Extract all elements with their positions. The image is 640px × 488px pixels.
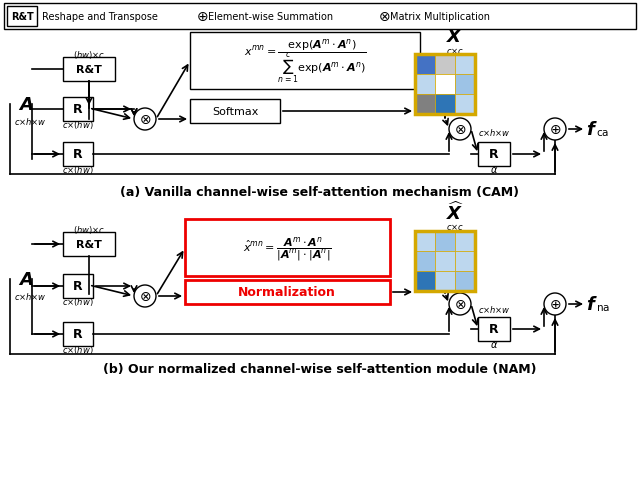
Text: $\otimes$: $\otimes$ [139,289,151,304]
Text: R: R [489,148,499,161]
Text: $\widehat{\boldsymbol{X}}$: $\widehat{\boldsymbol{X}}$ [446,202,464,224]
Bar [435,55,455,75]
Text: $\otimes$: $\otimes$ [378,10,390,24]
Bar [455,271,475,291]
Bar [455,231,475,251]
Bar [455,55,475,75]
Bar [190,33,420,90]
Bar [455,75,475,95]
Text: $\oplus$: $\oplus$ [549,123,561,137]
Bar [415,75,435,95]
Text: $\boldsymbol{f}$: $\boldsymbol{f}$ [586,295,598,313]
Bar [415,231,475,291]
Text: $\alpha$: $\alpha$ [490,164,498,175]
Text: $c{\times}(hw)$: $c{\times}(hw)$ [62,295,94,307]
Text: $\mathregular{na}$: $\mathregular{na}$ [596,303,610,312]
Bar [435,231,455,251]
Bar [478,142,510,167]
Text: $c{\times}(hw)$: $c{\times}(hw)$ [62,119,94,131]
Bar [415,55,435,75]
Text: R: R [73,280,83,293]
Text: $\hat{x}^{mn} = \dfrac{\boldsymbol{A}^{m} \cdot \boldsymbol{A}^{n}}{|\boldsymbol: $\hat{x}^{mn} = \dfrac{\boldsymbol{A}^{m… [243,235,332,263]
Bar [63,142,93,167]
Bar [415,251,435,271]
Text: R: R [73,328,83,341]
Text: Softmax: Softmax [212,107,258,117]
Bar [435,251,455,271]
Text: $c{\times}h{\times}w$: $c{\times}h{\times}w$ [477,304,511,315]
Text: Reshape and Transpose: Reshape and Transpose [42,12,158,22]
Text: Element-wise Summation: Element-wise Summation [208,12,333,22]
Bar [63,274,93,298]
Bar [435,95,455,115]
Bar [415,55,475,115]
Text: $\boldsymbol{A}$: $\boldsymbol{A}$ [18,96,34,114]
Text: $\alpha$: $\alpha$ [490,339,498,349]
Text: R&T: R&T [76,65,102,75]
Text: R&T: R&T [11,12,33,22]
Text: $\boldsymbol{X}$: $\boldsymbol{X}$ [446,28,464,46]
Bar [4,4,636,30]
Bar [478,317,510,341]
Text: $c{\times}h{\times}w$: $c{\times}h{\times}w$ [14,291,47,302]
Text: $\otimes$: $\otimes$ [454,123,466,137]
Circle shape [544,119,566,141]
Text: $c{\times}c$: $c{\times}c$ [446,46,464,56]
Bar [435,75,455,95]
Bar [185,220,390,276]
Circle shape [449,119,471,141]
Text: R&T: R&T [76,240,102,249]
Bar [435,271,455,291]
Text: $(hw){\times}c$: $(hw){\times}c$ [73,49,105,61]
Text: $c{\times}(hw)$: $c{\times}(hw)$ [62,343,94,355]
Circle shape [544,293,566,315]
Text: (a) Vanilla channel-wise self-attention mechanism (CAM): (a) Vanilla channel-wise self-attention … [120,186,520,199]
Text: R: R [73,148,83,161]
Bar [63,58,115,82]
Text: R: R [489,323,499,336]
Text: $\oplus$: $\oplus$ [549,297,561,311]
Text: (b) Our normalized channel-wise self-attention module (NAM): (b) Our normalized channel-wise self-att… [103,363,537,376]
Bar [63,323,93,346]
Text: $\mathregular{ca}$: $\mathregular{ca}$ [596,128,609,138]
Bar [415,231,435,251]
Text: $(hw){\times}c$: $(hw){\times}c$ [73,224,105,236]
Bar [455,251,475,271]
Text: $\boldsymbol{f}$: $\boldsymbol{f}$ [586,121,598,139]
Text: $c{\times}h{\times}w$: $c{\times}h{\times}w$ [14,116,47,127]
Text: $\oplus$: $\oplus$ [196,10,209,24]
Bar [415,95,435,115]
Circle shape [134,109,156,131]
Text: $x^{mn} = \dfrac{\exp(\boldsymbol{A}^{m} \cdot \boldsymbol{A}^{n})}{\sum_{n=1}^{: $x^{mn} = \dfrac{\exp(\boldsymbol{A}^{m}… [244,38,367,86]
Text: Matrix Multiplication: Matrix Multiplication [390,12,490,22]
Text: $\otimes$: $\otimes$ [454,297,466,311]
Bar [415,271,435,291]
Bar [455,95,475,115]
Bar [185,281,390,305]
Circle shape [449,293,471,315]
Text: $c{\times}h{\times}w$: $c{\times}h{\times}w$ [477,127,511,138]
Text: $\otimes$: $\otimes$ [139,113,151,127]
Circle shape [134,285,156,307]
Text: $c{\times}(hw)$: $c{\times}(hw)$ [62,163,94,176]
Text: $c{\times}c$: $c{\times}c$ [446,222,464,231]
Text: Normalization: Normalization [238,286,336,299]
Text: R: R [73,103,83,116]
Bar [63,98,93,122]
Bar [63,232,115,257]
Bar [7,7,37,27]
Text: $\boldsymbol{A}$: $\boldsymbol{A}$ [18,270,34,288]
Bar [190,100,280,124]
